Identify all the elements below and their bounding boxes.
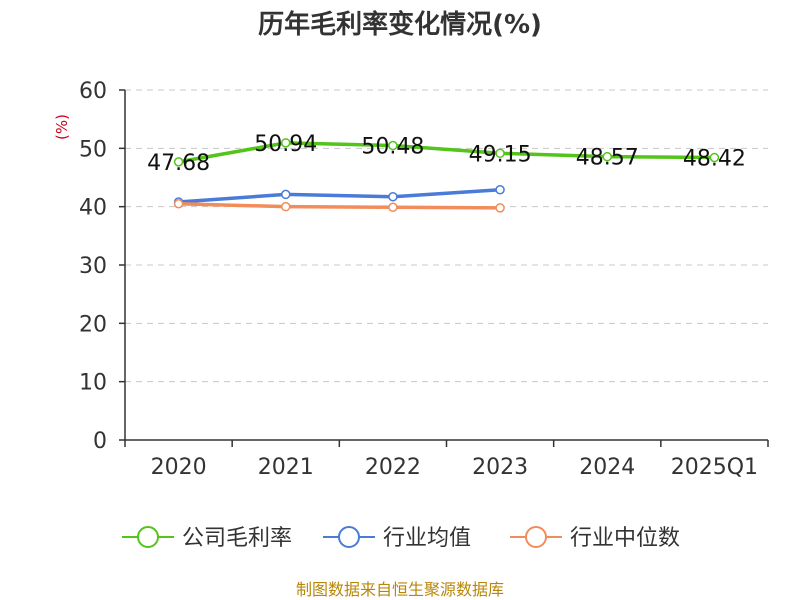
data-point <box>388 202 398 212</box>
x-tick-label: 2024 <box>579 455 635 480</box>
legend-marker <box>338 526 360 548</box>
y-tick-label: 10 <box>79 371 107 396</box>
grid-lines <box>125 89 768 383</box>
data-label: 50.94 <box>254 132 317 157</box>
series-line-1 <box>178 188 501 204</box>
axes: 0 10 20 30 40 50 60 2020 2021 2022 2023 2024 2025Q1 <box>79 79 769 480</box>
series-line-0 <box>178 141 715 164</box>
y-tick-label: 40 <box>79 196 107 221</box>
y-tick-label: 0 <box>93 429 107 454</box>
series-line-2 <box>178 202 501 210</box>
legend-marker <box>137 526 159 548</box>
data-point <box>388 192 398 202</box>
data-label: 49.15 <box>469 142 532 167</box>
legend-marker <box>525 526 547 548</box>
data-point <box>281 138 291 148</box>
data-point <box>495 203 505 213</box>
x-tick-label: 2021 <box>258 455 314 480</box>
x-tick-label: 2020 <box>151 455 207 480</box>
data-point <box>388 140 398 151</box>
legend-label: 行业均值 <box>383 526 471 551</box>
y-tick-label: 20 <box>79 312 107 337</box>
y-tick-label: 50 <box>79 137 107 162</box>
x-tick-label: 2025Q1 <box>671 455 758 480</box>
source-note: 制图数据来自恒生聚源数据库 <box>296 580 504 599</box>
data-label: 48.42 <box>683 147 746 172</box>
legend-item[interactable]: 公司毛利率 <box>122 526 292 551</box>
legend-item[interactable]: 行业中位数 <box>510 526 680 551</box>
data-label: 50.48 <box>361 135 424 160</box>
data-labels: 47.68 50.94 50.48 49.15 48.57 48.42 <box>147 132 746 176</box>
chart-title: 历年毛利率变化情况(%) <box>258 9 542 40</box>
data-point <box>709 152 720 163</box>
series-lines <box>173 138 720 213</box>
data-point <box>495 148 505 159</box>
y-tick-label: 60 <box>79 79 107 104</box>
legend-label: 行业中位数 <box>570 526 680 551</box>
data-point <box>281 201 291 212</box>
data-point <box>173 157 184 167</box>
data-point <box>602 151 612 162</box>
data-point <box>173 199 184 209</box>
data-label: 48.57 <box>576 146 639 171</box>
x-tick-label: 2022 <box>365 455 421 480</box>
legend[interactable]: 公司毛利率 行业均值 行业中位数 <box>122 526 680 551</box>
y-axis-unit: (%) <box>53 114 71 140</box>
data-label: 47.68 <box>147 151 210 176</box>
y-tick-label: 30 <box>79 254 107 279</box>
legend-item[interactable]: 行业均值 <box>323 526 471 551</box>
legend-label: 公司毛利率 <box>182 526 292 551</box>
x-tick-label: 2023 <box>472 455 528 480</box>
data-point <box>281 189 291 200</box>
data-point <box>495 185 505 195</box>
